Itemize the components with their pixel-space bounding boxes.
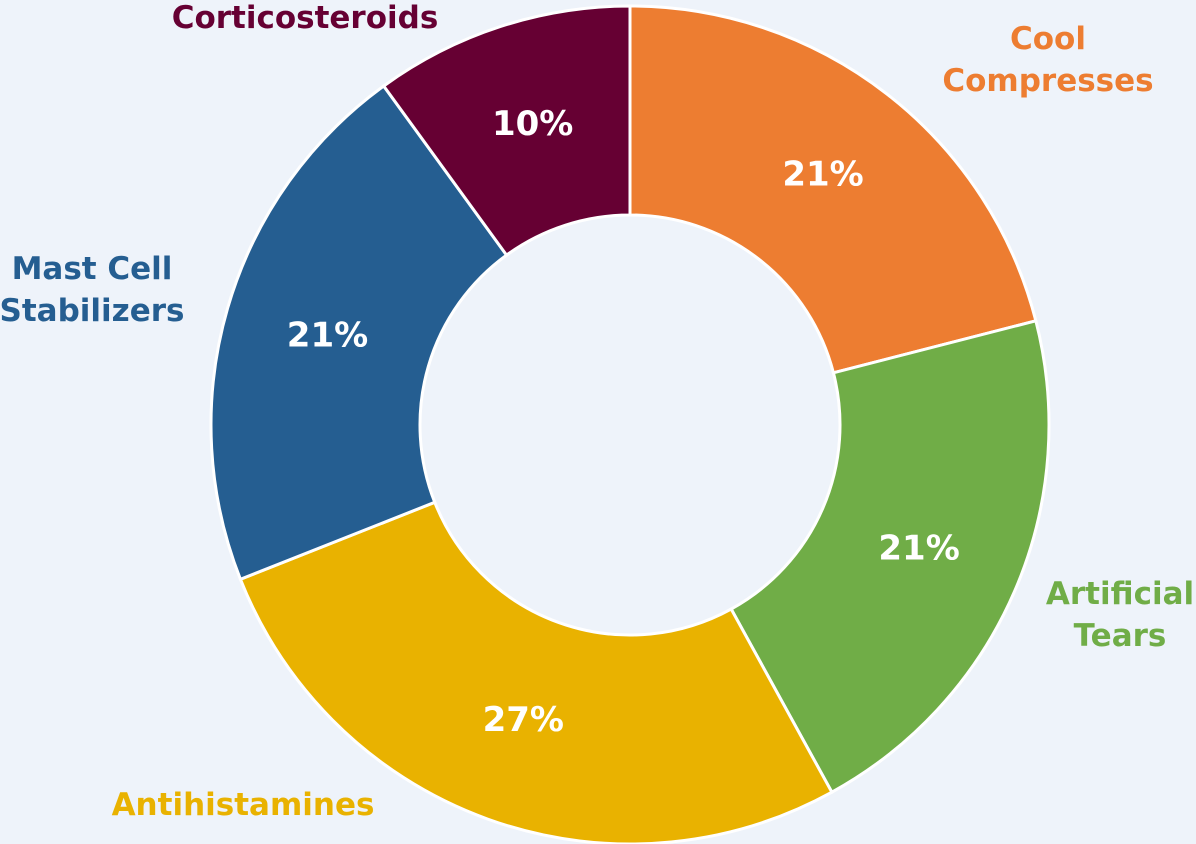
category-label: Mast Cell Stabilizers [0,251,185,329]
data-label: 21% [287,316,368,356]
donut-slice [381,4,632,258]
category-label: Antihistamines [111,787,375,823]
donut-slice [628,4,1038,375]
donut-slice [209,83,509,582]
data-label: 21% [878,529,959,569]
data-label: 10% [492,104,573,144]
category-label: Artificial Tears [1045,576,1195,654]
data-label: 21% [782,155,863,195]
data-label: 27% [483,700,564,740]
category-label: Corticosteroids [171,0,439,36]
category-label: Cool Compresses [942,21,1154,99]
donut-slice [729,318,1051,795]
